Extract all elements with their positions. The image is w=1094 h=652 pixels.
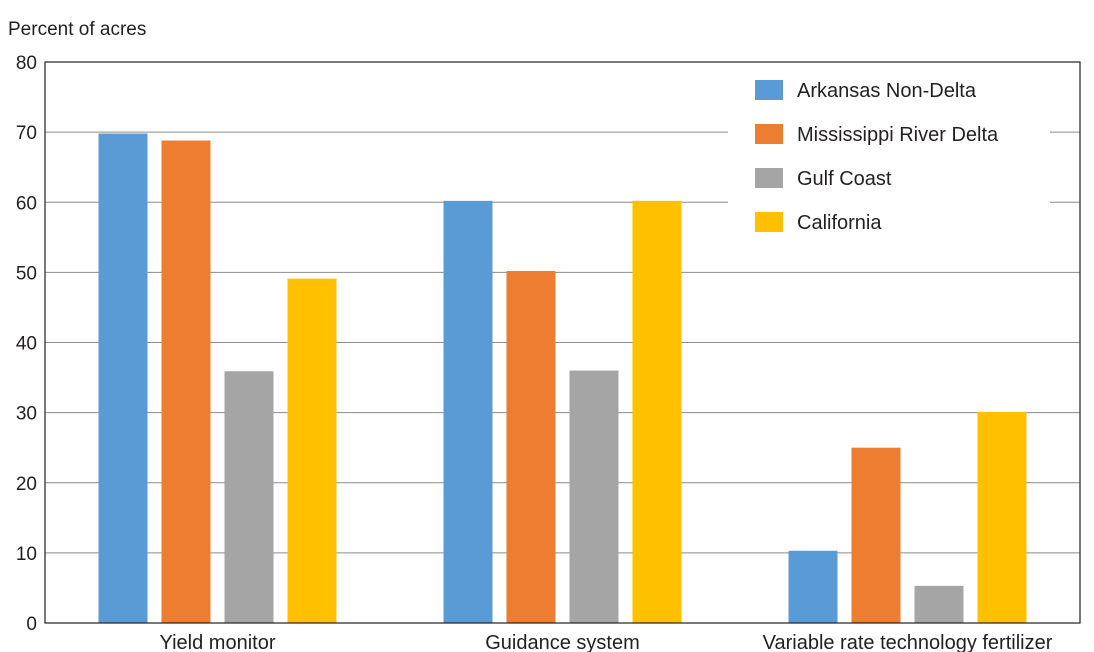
x-tick-label: Variable rate technology fertilizer	[763, 632, 1053, 652]
bar	[224, 371, 274, 623]
legend-label: Arkansas Non-Delta	[797, 80, 977, 102]
bar	[914, 585, 964, 623]
y-tick-label: 40	[16, 334, 37, 355]
legend-swatch	[755, 80, 783, 100]
legend-swatch	[755, 212, 783, 232]
y-tick-label: 50	[16, 263, 37, 284]
x-tick-label: Yield monitor	[160, 632, 276, 652]
y-tick-label: 80	[16, 53, 37, 74]
bar	[632, 200, 682, 623]
legend-label: California	[797, 212, 882, 234]
y-axis-label: Percent of acres	[8, 19, 147, 40]
bar	[851, 447, 901, 623]
bar	[98, 133, 148, 623]
bar	[287, 278, 337, 623]
legend-label: Mississippi River Delta	[797, 124, 999, 146]
bar	[977, 411, 1027, 623]
bar	[161, 140, 211, 624]
y-tick-label: 0	[26, 614, 37, 635]
y-tick-label: 10	[16, 544, 37, 565]
legend-swatch	[755, 168, 783, 188]
legend-label: Gulf Coast	[797, 168, 892, 190]
y-tick-label: 30	[16, 404, 37, 425]
x-tick-label: Guidance system	[485, 632, 640, 652]
legend-swatch	[755, 124, 783, 144]
y-tick-label: 70	[16, 123, 37, 144]
bar	[506, 270, 556, 623]
plot-frame	[44, 61, 1081, 624]
bar	[443, 200, 493, 623]
bar	[569, 370, 619, 623]
y-tick-label: 60	[16, 193, 37, 214]
bar	[788, 550, 838, 623]
y-tick-label: 20	[16, 474, 37, 495]
